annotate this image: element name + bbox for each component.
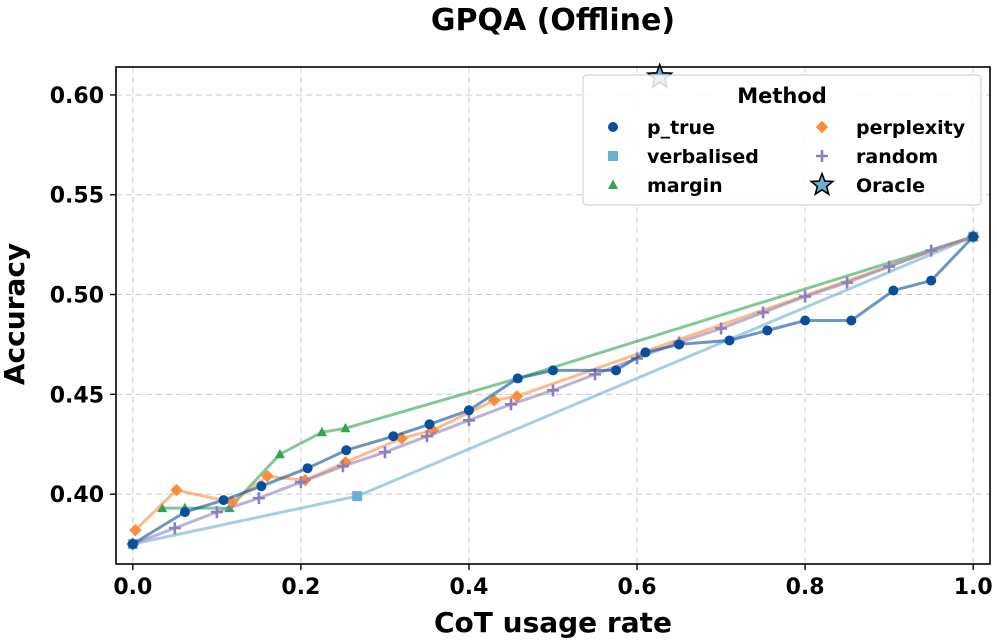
- data-point: [157, 502, 168, 513]
- series-p-true: [127, 231, 979, 550]
- data-point: [388, 431, 399, 442]
- data-point: [548, 365, 558, 376]
- legend-marker: [608, 179, 618, 189]
- data-point: [420, 430, 433, 443]
- legend-label: perplexity: [856, 117, 966, 139]
- legend-label: verbalised: [647, 146, 759, 168]
- data-point: [340, 422, 351, 433]
- y-tick-label: 0.60: [50, 84, 104, 109]
- data-point: [252, 492, 265, 505]
- legend-entry-verbalised: verbalised: [608, 146, 759, 168]
- data-point: [179, 507, 190, 518]
- data-point: [757, 306, 770, 319]
- legend-marker: [608, 122, 618, 132]
- chart-title: GPQA (Offline): [431, 3, 675, 38]
- x-tick-label: 0.2: [281, 575, 320, 600]
- data-point: [256, 481, 267, 492]
- data-point: [336, 460, 349, 473]
- data-point: [512, 373, 523, 384]
- data-point: [504, 398, 517, 411]
- legend-entry-p-true: p_true: [608, 117, 715, 139]
- legend-entry-oracle: Oracle: [809, 171, 925, 197]
- legend-marker: [815, 120, 829, 134]
- x-tick-label: 0.6: [618, 575, 657, 600]
- legend-box: [582, 74, 982, 206]
- data-point: [261, 469, 274, 483]
- data-point: [129, 523, 142, 537]
- data-point: [168, 522, 181, 535]
- legend-entry-margin: margin: [608, 175, 723, 197]
- data-point: [547, 384, 559, 397]
- legend-entry-random: random: [816, 146, 938, 168]
- data-point: [127, 539, 138, 550]
- data-point: [462, 414, 475, 427]
- ticks: 0.0 0.2 0.4 0.6 0.8 1.0 0.40 0.45 0.50 0.55 0.60: [50, 84, 993, 600]
- data-point: [378, 446, 391, 459]
- series-perplexity: [129, 230, 980, 537]
- data-point: [846, 315, 857, 326]
- x-tick-label: 0.8: [786, 575, 825, 600]
- series-line: [162, 235, 974, 510]
- legend: Method p_true perplexity verbalised random m…: [582, 74, 982, 206]
- data-point: [352, 491, 363, 502]
- x-tick-label: 0.0: [113, 575, 152, 600]
- data-point: [316, 426, 327, 437]
- data-point: [925, 244, 938, 257]
- legend-label: Oracle: [856, 175, 925, 197]
- legend-title: Method: [737, 84, 827, 108]
- data-point: [294, 476, 307, 489]
- data-point: [715, 322, 728, 335]
- data-point: [968, 231, 979, 242]
- plot-area: [126, 62, 980, 551]
- data-point: [724, 335, 735, 346]
- y-tick-label: 0.55: [50, 184, 104, 209]
- legend-marker: [816, 150, 828, 162]
- x-axis-label: CoT usage rate: [434, 606, 672, 639]
- data-point: [210, 506, 223, 519]
- data-point: [674, 339, 685, 350]
- y-tick-label: 0.50: [50, 284, 104, 309]
- data-point: [611, 365, 622, 376]
- data-point: [799, 290, 812, 303]
- data-point: [302, 463, 313, 474]
- x-tick-label: 0.4: [449, 575, 488, 600]
- data-point: [424, 419, 435, 430]
- data-point: [463, 405, 474, 416]
- y-tick-label: 0.45: [50, 383, 104, 408]
- data-point: [274, 448, 285, 459]
- data-point: [926, 275, 937, 286]
- series-random: [126, 230, 980, 551]
- legend-label: random: [856, 146, 938, 168]
- data-point: [888, 285, 899, 296]
- x-tick-label: 1.0: [954, 575, 993, 600]
- legend-marker: [809, 171, 835, 197]
- data-point: [841, 276, 854, 289]
- legend-marker: [608, 151, 618, 161]
- data-point: [762, 325, 773, 336]
- data-point: [341, 445, 352, 456]
- plot-frame: [115, 66, 991, 565]
- legend-entry-perplexity: perplexity: [815, 117, 966, 139]
- data-point: [218, 495, 229, 506]
- legend-label: p_true: [647, 117, 715, 139]
- data-point: [640, 347, 651, 358]
- data-point: [800, 315, 811, 326]
- data-point: [170, 483, 183, 497]
- legend-label: margin: [647, 175, 723, 197]
- data-point: [883, 260, 896, 273]
- y-axis-label: Accuracy: [0, 243, 31, 385]
- y-tick-label: 0.40: [50, 483, 104, 508]
- data-point: [510, 390, 524, 403]
